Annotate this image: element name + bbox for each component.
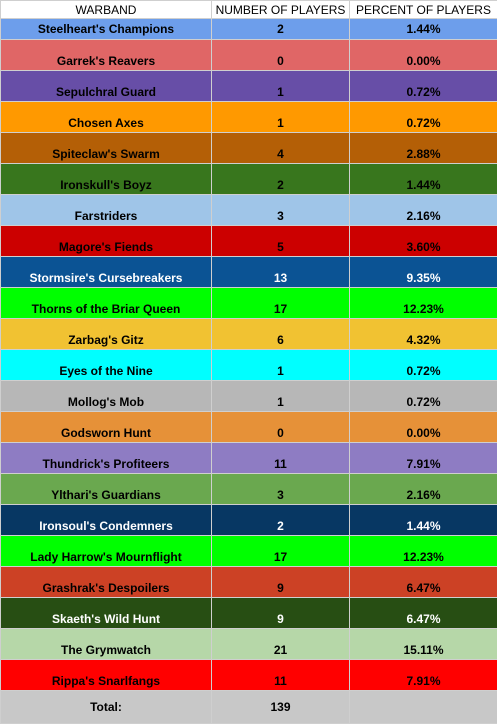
percent-cell[interactable]: 2.88%: [350, 133, 497, 164]
percent-cell[interactable]: 3.60%: [350, 226, 497, 257]
total-players[interactable]: 139: [212, 691, 350, 724]
percent-cell[interactable]: 2.16%: [350, 474, 497, 505]
players-cell[interactable]: 0: [212, 412, 350, 443]
percent-cell[interactable]: 4.32%: [350, 319, 497, 350]
percent-cell[interactable]: 6.47%: [350, 598, 497, 629]
percent-cell[interactable]: 7.91%: [350, 660, 497, 691]
percent-cell[interactable]: 12.23%: [350, 536, 497, 567]
percent-cell[interactable]: 12.23%: [350, 288, 497, 319]
warband-cell[interactable]: Stormsire's Cursebreakers: [1, 257, 212, 288]
warband-cell[interactable]: Farstriders: [1, 195, 212, 226]
warband-cell[interactable]: Skaeth's Wild Hunt: [1, 598, 212, 629]
warband-cell[interactable]: Ylthari's Guardians: [1, 474, 212, 505]
warband-cell[interactable]: Spiteclaw's Swarm: [1, 133, 212, 164]
percent-cell[interactable]: 9.35%: [350, 257, 497, 288]
players-cell[interactable]: 13: [212, 257, 350, 288]
warband-cell[interactable]: Ironsoul's Condemners: [1, 505, 212, 536]
warband-cell[interactable]: Eyes of the Nine: [1, 350, 212, 381]
players-cell[interactable]: 0: [212, 40, 350, 71]
warband-cell[interactable]: Steelheart's Champions: [1, 19, 212, 40]
players-cell[interactable]: 2: [212, 505, 350, 536]
players-cell[interactable]: 11: [212, 443, 350, 474]
header-number-of-players[interactable]: NUMBER OF PLAYERS: [212, 1, 350, 19]
players-cell[interactable]: 1: [212, 102, 350, 133]
percent-cell[interactable]: 0.72%: [350, 102, 497, 133]
players-cell[interactable]: 2: [212, 19, 350, 40]
warband-cell[interactable]: Magore's Fiends: [1, 226, 212, 257]
warband-cell[interactable]: Zarbag's Gitz: [1, 319, 212, 350]
total-row: Total: 139: [1, 691, 497, 724]
percent-cell[interactable]: 1.44%: [350, 505, 497, 536]
percent-cell[interactable]: 1.44%: [350, 19, 497, 40]
percent-cell[interactable]: 0.72%: [350, 71, 497, 102]
warband-cell[interactable]: Garrek's Reavers: [1, 40, 212, 71]
warband-cell[interactable]: Lady Harrow's Mournflight: [1, 536, 212, 567]
players-cell[interactable]: 1: [212, 381, 350, 412]
warband-cell[interactable]: Chosen Axes: [1, 102, 212, 133]
players-cell[interactable]: 21: [212, 629, 350, 660]
warband-cell[interactable]: Thundrick's Profiteers: [1, 443, 212, 474]
header-percent-of-players[interactable]: PERCENT OF PLAYERS: [350, 1, 497, 19]
players-cell[interactable]: 3: [212, 195, 350, 226]
header-warband[interactable]: WARBAND: [1, 1, 212, 19]
players-cell[interactable]: 5: [212, 226, 350, 257]
percent-cell[interactable]: 2.16%: [350, 195, 497, 226]
warband-cell[interactable]: Thorns of the Briar Queen: [1, 288, 212, 319]
percent-cell[interactable]: 0.72%: [350, 350, 497, 381]
players-cell[interactable]: 11: [212, 660, 350, 691]
warband-cell[interactable]: Mollog's Mob: [1, 381, 212, 412]
warband-cell[interactable]: Rippa's Snarlfangs: [1, 660, 212, 691]
percent-cell[interactable]: 6.47%: [350, 567, 497, 598]
players-cell[interactable]: 1: [212, 350, 350, 381]
warband-cell[interactable]: Grashrak's Despoilers: [1, 567, 212, 598]
total-percent[interactable]: [350, 691, 497, 724]
percent-cell[interactable]: 0.00%: [350, 412, 497, 443]
players-cell[interactable]: 1: [212, 71, 350, 102]
warband-cell[interactable]: Godsworn Hunt: [1, 412, 212, 443]
players-cell[interactable]: 9: [212, 598, 350, 629]
percent-cell[interactable]: 1.44%: [350, 164, 497, 195]
percent-cell[interactable]: 0.00%: [350, 40, 497, 71]
players-cell[interactable]: 17: [212, 536, 350, 567]
players-cell[interactable]: 3: [212, 474, 350, 505]
players-cell[interactable]: 9: [212, 567, 350, 598]
percent-cell[interactable]: 0.72%: [350, 381, 497, 412]
warband-cell[interactable]: Sepulchral Guard: [1, 71, 212, 102]
header-row: WARBAND NUMBER OF PLAYERS PERCENT OF PLA…: [1, 1, 497, 19]
warband-cell[interactable]: The Grymwatch: [1, 629, 212, 660]
players-cell[interactable]: 4: [212, 133, 350, 164]
players-cell[interactable]: 17: [212, 288, 350, 319]
total-label[interactable]: Total:: [1, 691, 212, 724]
percent-cell[interactable]: 7.91%: [350, 443, 497, 474]
players-cell[interactable]: 2: [212, 164, 350, 195]
percent-cell[interactable]: 15.11%: [350, 629, 497, 660]
warband-cell[interactable]: Ironskull's Boyz: [1, 164, 212, 195]
players-cell[interactable]: 6: [212, 319, 350, 350]
